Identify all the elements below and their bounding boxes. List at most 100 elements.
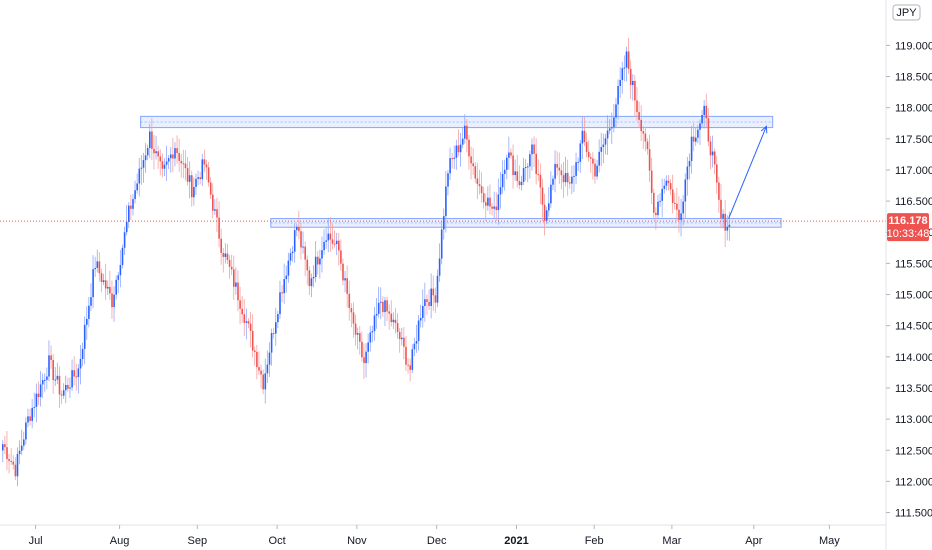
candle-body[interactable]: [205, 164, 208, 168]
candle-body[interactable]: [113, 294, 115, 308]
candle-body[interactable]: [449, 158, 451, 174]
candle-body[interactable]: [407, 364, 409, 366]
candle-body[interactable]: [346, 278, 348, 294]
candle-body[interactable]: [340, 250, 342, 264]
candle-body[interactable]: [29, 416, 31, 421]
candle-body[interactable]: [325, 240, 327, 242]
candle-body[interactable]: [564, 173, 567, 183]
candle-body[interactable]: [199, 177, 201, 180]
candle-body[interactable]: [438, 258, 441, 276]
candle-body[interactable]: [382, 301, 384, 313]
candle-body[interactable]: [650, 170, 653, 193]
candle-body[interactable]: [653, 192, 655, 213]
candle-body[interactable]: [283, 279, 285, 294]
candle-body[interactable]: [401, 337, 403, 340]
candle-body[interactable]: [587, 152, 590, 158]
candle-body[interactable]: [100, 273, 103, 283]
candle-body[interactable]: [207, 167, 210, 183]
candle-body[interactable]: [373, 315, 376, 332]
candle-body[interactable]: [485, 202, 487, 206]
candle-body[interactable]: [390, 313, 393, 323]
candle-body[interactable]: [411, 349, 414, 370]
candle-body[interactable]: [701, 115, 703, 124]
candle-body[interactable]: [640, 119, 642, 132]
candle-body[interactable]: [262, 374, 264, 390]
candle-body[interactable]: [489, 197, 491, 207]
candle-body[interactable]: [447, 173, 449, 187]
candle-body[interactable]: [459, 144, 462, 153]
candle-body[interactable]: [73, 370, 75, 377]
candle-body[interactable]: [144, 155, 147, 161]
candle-body[interactable]: [497, 194, 500, 211]
candle-body[interactable]: [384, 300, 386, 313]
candle-body[interactable]: [545, 210, 548, 221]
candle-body[interactable]: [79, 358, 82, 369]
candle-body[interactable]: [541, 187, 544, 205]
candle-body[interactable]: [388, 311, 390, 314]
candle-body[interactable]: [359, 333, 361, 342]
candle-body[interactable]: [522, 167, 525, 182]
candle-body[interactable]: [520, 181, 523, 186]
candle-body[interactable]: [606, 130, 609, 139]
candle-body[interactable]: [623, 67, 626, 69]
candle-body[interactable]: [6, 447, 8, 460]
candle-body[interactable]: [495, 206, 498, 211]
candle-body[interactable]: [629, 68, 632, 85]
candle-body[interactable]: [480, 186, 483, 194]
candle-body[interactable]: [212, 194, 214, 211]
candle-body[interactable]: [81, 348, 84, 359]
candle-body[interactable]: [678, 209, 680, 220]
candle-body[interactable]: [314, 256, 317, 277]
candle-body[interactable]: [716, 164, 718, 183]
candle-body[interactable]: [277, 314, 279, 323]
candle-body[interactable]: [562, 175, 565, 183]
candle-body[interactable]: [707, 118, 710, 142]
candle-body[interactable]: [153, 148, 155, 154]
candle-body[interactable]: [457, 145, 460, 153]
candle-body[interactable]: [548, 203, 550, 211]
candle-body[interactable]: [709, 141, 712, 156]
candle-body[interactable]: [249, 323, 252, 331]
candle-body[interactable]: [226, 253, 229, 260]
candle-body[interactable]: [558, 167, 561, 171]
candle-body[interactable]: [657, 201, 659, 216]
candle-body[interactable]: [371, 331, 374, 333]
candle-body[interactable]: [676, 203, 678, 210]
candle-body[interactable]: [514, 171, 516, 176]
candle-body[interactable]: [430, 288, 432, 306]
candle-body[interactable]: [695, 137, 697, 142]
candle-body[interactable]: [367, 342, 369, 352]
candle-body[interactable]: [155, 151, 157, 154]
candle-body[interactable]: [188, 175, 191, 182]
candle-body[interactable]: [44, 379, 46, 381]
candle-body[interactable]: [140, 167, 143, 169]
candle-body[interactable]: [109, 286, 111, 294]
candle-body[interactable]: [634, 80, 636, 101]
candle-body[interactable]: [621, 68, 624, 81]
candle-body[interactable]: [230, 266, 233, 270]
candle-body[interactable]: [413, 343, 416, 350]
candle-body[interactable]: [508, 152, 510, 158]
candle-body[interactable]: [54, 379, 57, 381]
candle-body[interactable]: [27, 416, 29, 423]
candle-body[interactable]: [256, 351, 258, 368]
candle-body[interactable]: [472, 163, 474, 167]
candle-body[interactable]: [142, 160, 145, 168]
candle-body[interactable]: [468, 139, 470, 157]
candle-body[interactable]: [214, 209, 216, 211]
candle-body[interactable]: [111, 293, 113, 308]
candle-body[interactable]: [90, 297, 92, 306]
candle-body[interactable]: [720, 199, 722, 219]
candle-body[interactable]: [443, 216, 445, 230]
candle-body[interactable]: [272, 333, 275, 335]
candle-body[interactable]: [554, 163, 556, 179]
candle-body[interactable]: [23, 439, 25, 446]
candle-body[interactable]: [308, 270, 311, 287]
candle-body[interactable]: [386, 300, 388, 312]
candle-body[interactable]: [77, 368, 80, 378]
candle-body[interactable]: [50, 355, 52, 361]
candle-body[interactable]: [470, 156, 472, 164]
candle-body[interactable]: [655, 212, 657, 216]
candle-body[interactable]: [499, 187, 502, 195]
candle-body[interactable]: [466, 125, 468, 140]
